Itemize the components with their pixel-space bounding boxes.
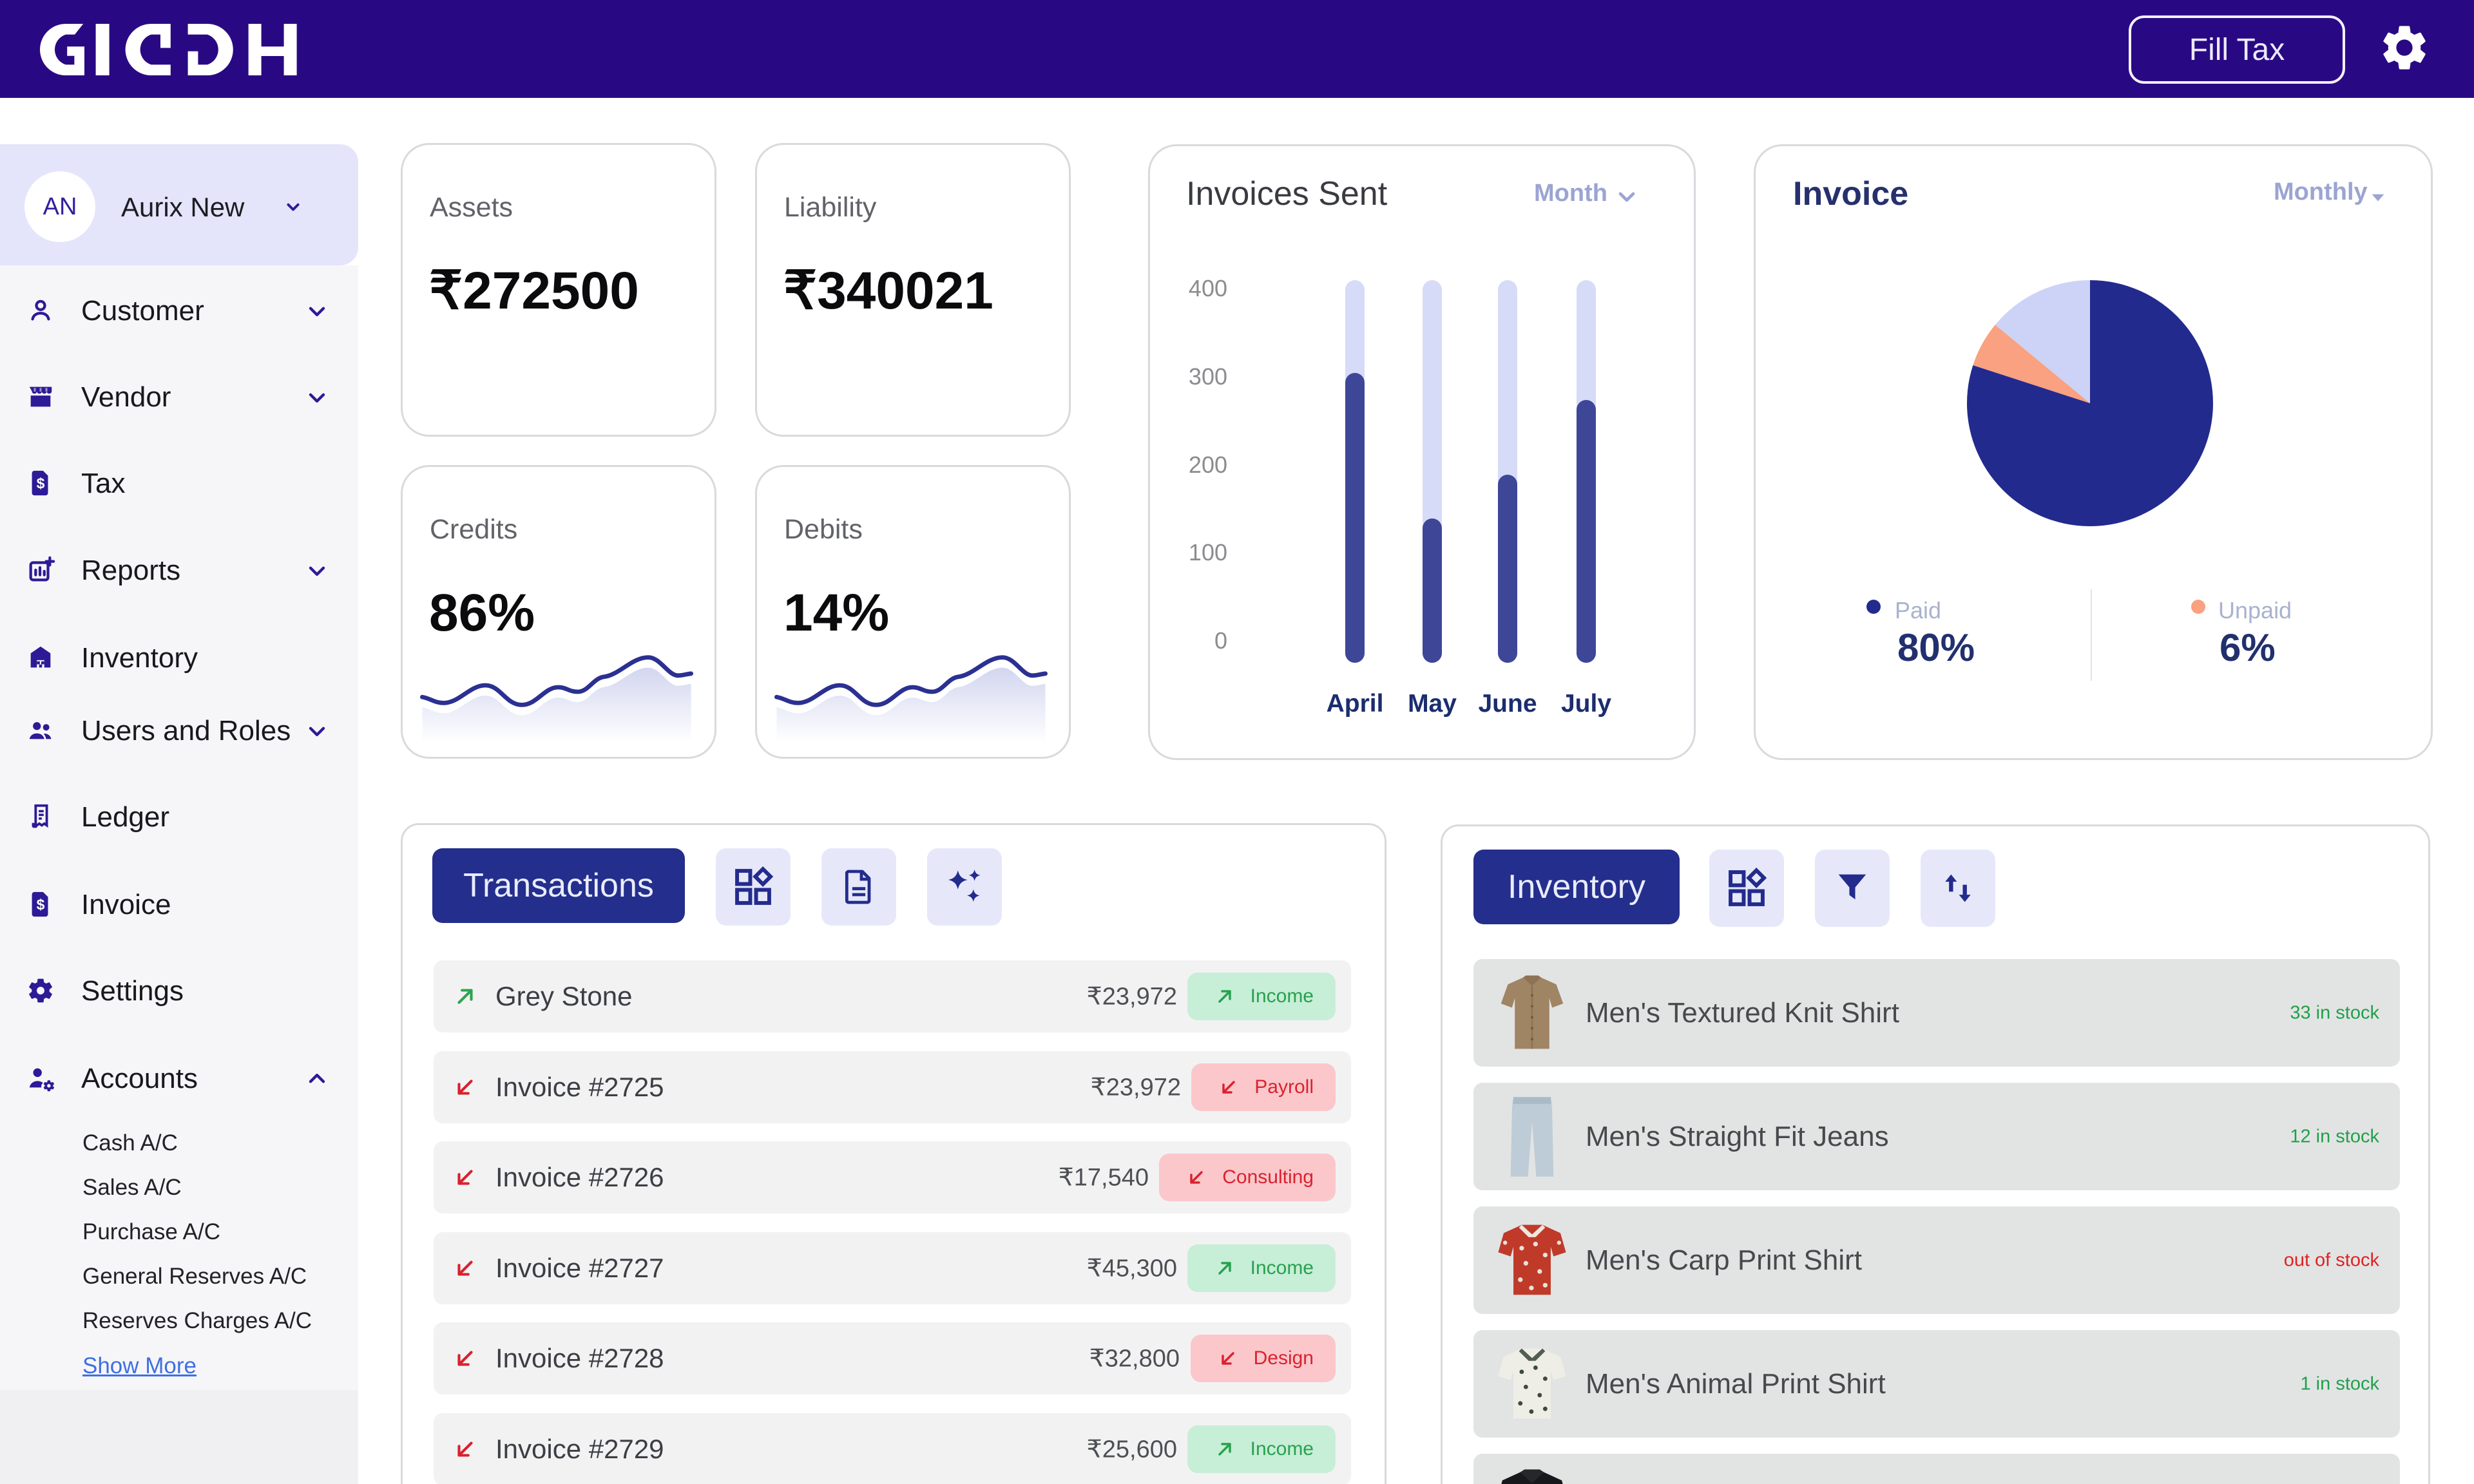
svg-text:$: $: [37, 897, 45, 913]
svg-text:$: $: [37, 475, 45, 492]
